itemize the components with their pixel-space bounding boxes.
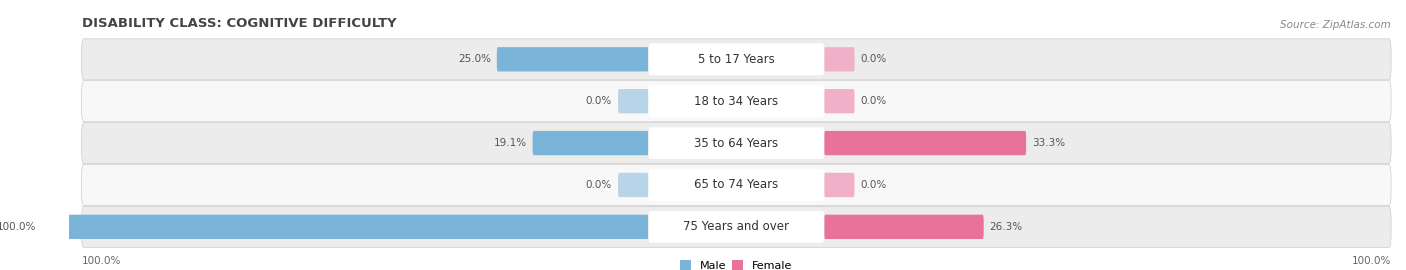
FancyBboxPatch shape	[82, 123, 1391, 164]
FancyBboxPatch shape	[648, 85, 824, 117]
Text: 100.0%: 100.0%	[82, 256, 121, 266]
FancyBboxPatch shape	[619, 89, 648, 113]
FancyBboxPatch shape	[824, 89, 855, 113]
Text: 35 to 64 Years: 35 to 64 Years	[695, 137, 779, 150]
FancyBboxPatch shape	[648, 211, 824, 243]
FancyBboxPatch shape	[82, 81, 1391, 122]
Text: 75 Years and over: 75 Years and over	[683, 220, 789, 233]
FancyBboxPatch shape	[648, 169, 824, 201]
Text: 26.3%: 26.3%	[990, 222, 1022, 232]
Text: DISABILITY CLASS: COGNITIVE DIFFICULTY: DISABILITY CLASS: COGNITIVE DIFFICULTY	[82, 18, 396, 31]
Text: 0.0%: 0.0%	[860, 96, 887, 106]
Text: 33.3%: 33.3%	[1032, 138, 1066, 148]
FancyBboxPatch shape	[824, 173, 855, 197]
FancyBboxPatch shape	[533, 131, 648, 155]
FancyBboxPatch shape	[619, 173, 648, 197]
FancyBboxPatch shape	[82, 39, 1391, 80]
FancyBboxPatch shape	[824, 131, 1026, 155]
Legend: Male, Female: Male, Female	[681, 261, 793, 270]
Text: Source: ZipAtlas.com: Source: ZipAtlas.com	[1281, 21, 1391, 31]
FancyBboxPatch shape	[648, 43, 824, 75]
FancyBboxPatch shape	[824, 47, 855, 72]
Text: 5 to 17 Years: 5 to 17 Years	[697, 53, 775, 66]
Text: 25.0%: 25.0%	[458, 54, 491, 64]
Text: 0.0%: 0.0%	[586, 96, 612, 106]
Text: 0.0%: 0.0%	[586, 180, 612, 190]
FancyBboxPatch shape	[824, 215, 984, 239]
Text: 0.0%: 0.0%	[860, 180, 887, 190]
Text: 19.1%: 19.1%	[494, 138, 526, 148]
Text: 100.0%: 100.0%	[1351, 256, 1391, 266]
FancyBboxPatch shape	[42, 215, 648, 239]
Text: 100.0%: 100.0%	[0, 222, 37, 232]
FancyBboxPatch shape	[496, 47, 648, 72]
FancyBboxPatch shape	[82, 164, 1391, 205]
Text: 18 to 34 Years: 18 to 34 Years	[695, 95, 779, 108]
FancyBboxPatch shape	[82, 206, 1391, 247]
Text: 0.0%: 0.0%	[860, 54, 887, 64]
FancyBboxPatch shape	[648, 127, 824, 159]
Text: 65 to 74 Years: 65 to 74 Years	[695, 178, 779, 191]
